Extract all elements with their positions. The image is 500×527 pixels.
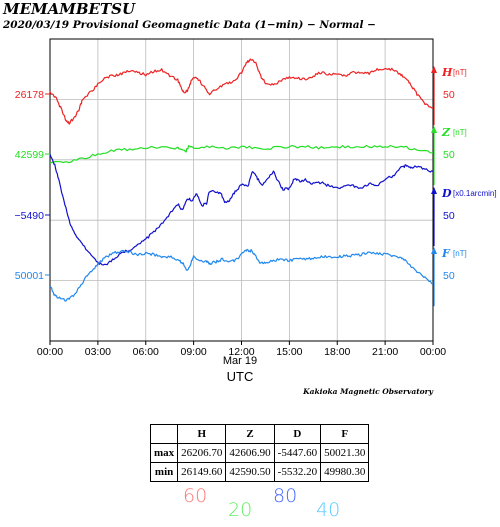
component-label-f: F (441, 247, 451, 260)
base-label-f: 50001 (15, 270, 44, 282)
stats-cell: 42590.50 (225, 462, 275, 482)
scale-label: 50 (443, 270, 455, 282)
stats-row-label: min (149, 462, 179, 482)
series-line-h (49, 58, 434, 125)
credit-text: Kakioka Magnetic Observatory (302, 387, 434, 396)
base-label-d: −5490 (15, 210, 45, 222)
station-name: MEMAMBETSU (2, 0, 136, 18)
x-tick-label: 18:00 (324, 346, 350, 358)
stats-header-h: H (177, 424, 227, 444)
x-tick-label: 09:00 (180, 346, 206, 358)
scale-label: 50 (443, 89, 455, 101)
scale-arrow-icon (431, 247, 437, 254)
handwritten-number: 80 (273, 485, 297, 507)
stats-header-row: H Z D F (149, 424, 370, 444)
scale-arrow-icon (431, 66, 437, 73)
scale-label: 50 (443, 149, 455, 161)
scale-arrow-icon (431, 126, 437, 133)
stats-header-d: D (273, 424, 322, 444)
scale-arrow-icon (431, 187, 437, 194)
component-label-z: Z (441, 126, 451, 139)
date-label: Mar 19 (223, 355, 257, 367)
stats-header-z: Z (225, 424, 275, 444)
x-tick-label: 06:00 (133, 346, 159, 358)
series-line-d (49, 153, 434, 266)
stats-row-max: max 26206.70 42606.90 -5447.60 50021.30 (149, 443, 370, 463)
unit-label: [x0.1arcmin] (453, 189, 497, 198)
x-tick-label: 21:00 (372, 346, 398, 358)
base-label-z: 42599 (15, 149, 44, 161)
x-tick-label: 00:00 (420, 346, 446, 358)
stats-corner-cell (149, 424, 179, 444)
handwritten-notes: 60 20 80 40 (183, 485, 340, 521)
x-tick-label: 15:00 (276, 346, 302, 358)
series-lines (49, 58, 434, 302)
stats-cell: 42606.90 (225, 443, 275, 463)
handwritten-number: 60 (183, 485, 207, 507)
stats-cell: -5532.20 (273, 462, 322, 482)
chart-subtitle: 2020/03/19 Provisional Geomagnetic Data … (2, 19, 376, 31)
stats-header-f: F (320, 424, 370, 444)
x-axis-label: UTC (227, 369, 254, 384)
stats-cell: 50021.30 (320, 443, 370, 463)
unit-label: [nT] (453, 249, 467, 258)
stats-row-min: min 26149.60 42590.50 -5532.20 49980.30 (149, 462, 370, 482)
x-axis-ticks: 00:00 03:00 06:00 09:00 12:00 15:00 18:00 21:00… (37, 341, 446, 358)
stats-cell: 49980.30 (320, 462, 370, 482)
component-label-h: H (441, 66, 453, 79)
x-tick-label: 00:00 (37, 346, 63, 358)
plot-grid (50, 39, 433, 341)
base-label-h: 26178 (15, 89, 44, 101)
component-label-d: D (441, 187, 452, 200)
stats-cell: -5447.60 (273, 443, 322, 463)
handwritten-number: 20 (228, 499, 252, 521)
stats-cell: 26206.70 (177, 443, 227, 463)
x-tick-label: 03:00 (85, 346, 111, 358)
unit-label: [nT] (453, 68, 467, 77)
scale-label: 50 (443, 210, 455, 222)
series-line-f (49, 248, 434, 302)
stats-cell: 26149.60 (177, 462, 227, 482)
handwritten-number: 40 (316, 499, 340, 521)
x-tick-label: 12:00 (228, 346, 254, 358)
stats-row-label: max (149, 443, 179, 463)
series-line-z (49, 144, 433, 164)
stats-table: H Z D F max 26206.70 42606.90 -5447.60 5… (149, 424, 370, 482)
unit-label: [nT] (453, 128, 467, 137)
